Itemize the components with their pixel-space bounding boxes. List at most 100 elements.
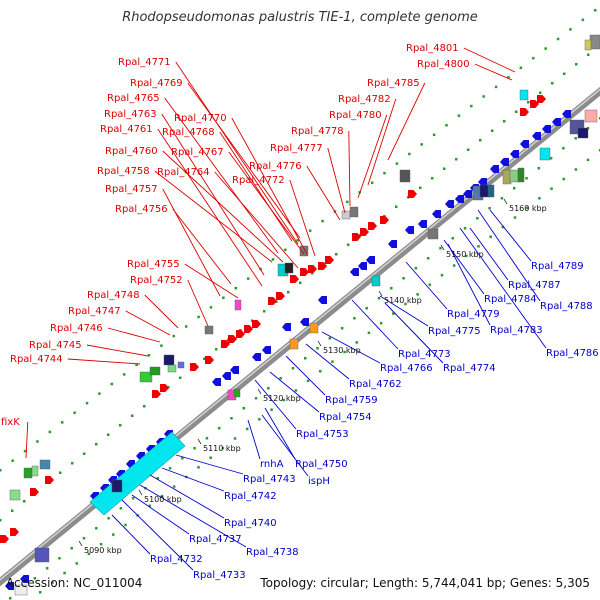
forward-label: Rpal_4763 bbox=[104, 109, 157, 120]
dot-lower-inner bbox=[267, 387, 270, 390]
dot-lower-inner bbox=[58, 557, 61, 560]
dot-upper bbox=[408, 152, 411, 156]
forward-gene bbox=[205, 356, 214, 364]
dot-upper-inner bbox=[335, 253, 338, 256]
forward-label: Rpal_4752 bbox=[130, 275, 183, 286]
dot-lower-inner bbox=[230, 417, 233, 420]
leader-line-reverse bbox=[149, 474, 225, 519]
scale-tick-mark bbox=[78, 540, 83, 547]
dot-upper-inner bbox=[11, 509, 14, 512]
dot-upper bbox=[556, 37, 560, 41]
dot-lower-inner bbox=[70, 547, 73, 550]
reverse-gene bbox=[510, 150, 519, 158]
forward-gene bbox=[152, 390, 161, 398]
leader-line-forward bbox=[67, 358, 141, 365]
leader-line-forward bbox=[463, 47, 516, 73]
reverse-label: Rpal_4762 bbox=[349, 379, 402, 390]
dot-upper-inner bbox=[455, 158, 458, 161]
dot-lower-inner bbox=[9, 597, 12, 600]
reverse-gene bbox=[562, 110, 571, 118]
scale-tick-label: 5160 kbp bbox=[509, 204, 547, 213]
leader-line-reverse bbox=[247, 419, 261, 460]
misc-feature bbox=[502, 169, 512, 185]
reverse-gene bbox=[262, 346, 271, 354]
forward-gene bbox=[30, 488, 39, 496]
dot-lower bbox=[197, 466, 200, 469]
scale-tick-mark bbox=[197, 438, 202, 445]
reverse-gene bbox=[405, 226, 414, 234]
leader-line-reverse bbox=[443, 239, 485, 295]
dot-upper-inner bbox=[203, 357, 206, 360]
dot-lower bbox=[538, 197, 541, 200]
forward-label: Rpal_4772 bbox=[232, 175, 285, 186]
reverse-label: Rpal_4732 bbox=[150, 554, 203, 565]
scale-tick-label: 5150 kbp bbox=[446, 250, 484, 259]
dot-upper bbox=[420, 143, 423, 146]
dot-lower bbox=[245, 427, 249, 431]
forward-gene bbox=[368, 222, 377, 230]
leader-line-reverse bbox=[261, 414, 309, 477]
dot-lower-inner bbox=[316, 347, 319, 350]
dot-lower bbox=[416, 293, 419, 296]
forward-gene bbox=[45, 476, 54, 484]
dot-upper bbox=[23, 449, 27, 453]
topology-summary: Topology: circular; Length: 5,744,041 bp… bbox=[260, 576, 590, 590]
dot-upper bbox=[395, 162, 399, 165]
leader-line-reverse bbox=[489, 209, 532, 262]
dot-lower bbox=[172, 485, 176, 488]
dot-lower bbox=[270, 408, 273, 411]
dot-upper bbox=[110, 382, 114, 386]
misc-feature bbox=[234, 299, 242, 311]
reverse-label: Rpal_4773 bbox=[398, 349, 451, 360]
leader-line-forward bbox=[164, 97, 279, 254]
gene-features bbox=[0, 34, 600, 596]
dot-upper-inner bbox=[587, 53, 590, 56]
reverse-gene bbox=[500, 158, 509, 166]
dot-lower bbox=[331, 360, 334, 363]
dot-upper bbox=[98, 392, 101, 395]
dot-lower bbox=[404, 302, 407, 306]
scale-tick-mark bbox=[503, 198, 508, 205]
dot-lower-inner bbox=[107, 517, 110, 520]
leader-line-forward bbox=[214, 171, 299, 269]
leader-line-reverse bbox=[384, 302, 444, 364]
dot-upper bbox=[470, 104, 473, 108]
dot-lower bbox=[562, 177, 565, 181]
misc-feature bbox=[163, 354, 175, 366]
reverse-label: Rpal_4750 bbox=[295, 459, 348, 470]
forward-gene bbox=[308, 265, 317, 273]
dot-upper-inner bbox=[83, 452, 86, 455]
dot-lower bbox=[63, 571, 66, 575]
leader-line-forward bbox=[86, 344, 149, 357]
misc-feature bbox=[399, 169, 411, 183]
dot-upper-inner bbox=[467, 148, 470, 151]
forward-label: Rpal_4758 bbox=[97, 166, 150, 177]
leader-line-forward bbox=[162, 150, 284, 263]
dot-lower bbox=[428, 283, 432, 287]
dot-lower-inner bbox=[562, 147, 565, 150]
dot-lower-inner bbox=[426, 257, 430, 260]
leader-line-reverse bbox=[285, 355, 326, 396]
dot-upper bbox=[85, 401, 89, 405]
forward-gene bbox=[530, 100, 539, 108]
leader-line-reverse bbox=[269, 371, 320, 413]
reverse-label: Rpal_4786 bbox=[546, 348, 599, 359]
dot-upper-inner bbox=[479, 139, 482, 142]
dot-lower-inner bbox=[156, 477, 159, 480]
forward-label: Rpal_4778 bbox=[291, 126, 344, 137]
forward-label: Rpal_4777 bbox=[270, 143, 323, 154]
leader-line-forward bbox=[387, 82, 426, 161]
scale-tick-label: 5130 kbp bbox=[323, 346, 361, 355]
reverse-gene bbox=[418, 220, 427, 228]
dot-upper bbox=[519, 66, 523, 69]
dot-upper-inner bbox=[287, 291, 290, 294]
dot-lower bbox=[452, 264, 456, 267]
reverse-label: Rpal_4774 bbox=[443, 363, 496, 374]
misc-feature bbox=[349, 206, 359, 218]
scale-tick-mark bbox=[257, 388, 262, 395]
dot-upper bbox=[482, 95, 485, 98]
forward-label: Rpal_4748 bbox=[87, 290, 140, 301]
dot-upper-inner bbox=[515, 110, 518, 113]
misc-feature bbox=[371, 275, 381, 287]
leader-line-forward bbox=[25, 421, 29, 459]
